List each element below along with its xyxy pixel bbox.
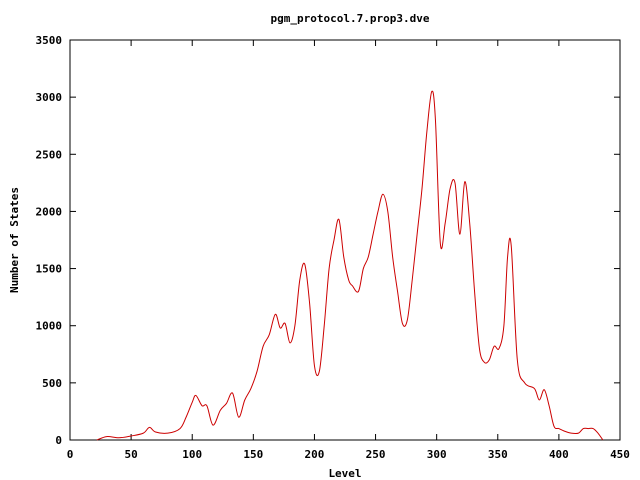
y-tick-label: 0 xyxy=(55,434,62,447)
x-tick-label: 250 xyxy=(366,448,386,461)
y-tick-label: 1500 xyxy=(36,263,63,276)
x-tick-label: 300 xyxy=(427,448,447,461)
y-tick-label: 3000 xyxy=(36,91,63,104)
y-tick-label: 3500 xyxy=(36,34,63,47)
chart-title: pgm_protocol.7.prop3.dve xyxy=(271,12,430,25)
y-tick-label: 2000 xyxy=(36,205,63,218)
x-tick-label: 100 xyxy=(182,448,202,461)
x-tick-label: 350 xyxy=(488,448,508,461)
x-tick-label: 200 xyxy=(305,448,325,461)
x-axis-label: Level xyxy=(328,467,361,480)
x-tick-label: 450 xyxy=(610,448,630,461)
x-tick-label: 50 xyxy=(124,448,137,461)
y-axis-label: Number of States xyxy=(8,187,21,293)
x-tick-label: 0 xyxy=(67,448,74,461)
y-axis: 0 500 1000 1500 2000 2500 3000 3500 xyxy=(36,34,620,447)
plot-frame xyxy=(69,39,621,441)
x-tick-label: 150 xyxy=(243,448,263,461)
y-tick-label: 2500 xyxy=(36,148,63,161)
y-tick-label: 1000 xyxy=(36,320,63,333)
series-line xyxy=(96,90,604,441)
x-tick-label: 400 xyxy=(549,448,569,461)
x-axis: 0 50 100 150 200 250 300 350 400 450 xyxy=(67,40,630,461)
y-tick-label: 500 xyxy=(42,377,62,390)
